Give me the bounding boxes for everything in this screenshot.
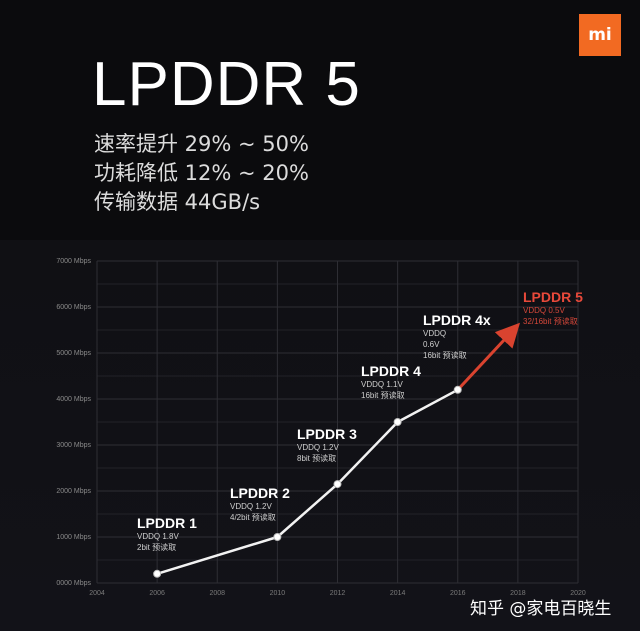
generation-name: LPDDR 1 [137, 515, 197, 531]
generation-detail: 16bit 预读取 [423, 351, 467, 360]
y-tick-label: 1000 Mbps [56, 534, 91, 541]
y-tick-label: 0000 Mbps [56, 580, 91, 587]
lpddr5-projection-arrow [456, 322, 521, 391]
label-lpddr4x: LPDDR 4x VDDQ 0.6V 16bit 预读取 [423, 312, 491, 361]
xiaomi-logo: mi [579, 14, 621, 56]
y-tick-label: 6000 Mbps [56, 304, 91, 311]
spec-list: 速率提升 29% ~ 50% 功耗降低 12% ~ 20% 传输数据 44GB/… [94, 130, 309, 217]
x-tick-label: 2004 [89, 590, 105, 597]
chart-background [0, 240, 640, 631]
data-point [393, 418, 402, 426]
generation-detail: 0.6V [423, 340, 440, 349]
x-tick-label: 2016 [450, 590, 466, 597]
generation-detail: 2bit 预读取 [137, 543, 177, 552]
generation-detail: 16bit 预读取 [361, 391, 405, 400]
watermark: 知乎 @家电百晓生 [470, 599, 612, 619]
label-lpddr1: LPDDR 1 VDDQ 1.8V 2bit 预读取 [137, 515, 197, 553]
generation-name: LPDDR 3 [297, 426, 357, 442]
generation-detail: VDDQ 1.1V [361, 380, 403, 389]
x-tick-label: 2012 [330, 590, 346, 597]
x-tick-label: 2014 [390, 590, 406, 597]
generation-name: LPDDR 4 [361, 363, 421, 379]
data-point [333, 480, 342, 489]
y-tick-label: 4000 Mbps [56, 396, 91, 403]
generation-name: LPDDR 5 [523, 289, 583, 305]
speed-line [156, 388, 459, 575]
generation-detail: 4/2bit 预读取 [230, 513, 276, 522]
generation-detail: VDDQ 1.2V [230, 502, 272, 511]
x-tick-label: 2018 [510, 590, 526, 597]
y-tick-label: 3000 Mbps [56, 442, 91, 449]
data-point [273, 533, 282, 541]
data-point [153, 569, 162, 578]
spec-power: 功耗降低 12% ~ 20% [94, 161, 309, 185]
generation-detail: 32/16bit 预读取 [523, 317, 578, 326]
generation-detail: 8bit 预读取 [297, 454, 337, 463]
logo-text: mi [588, 25, 612, 45]
y-tick-label: 5000 Mbps [56, 350, 91, 357]
y-tick-label: 2000 Mbps [56, 488, 91, 495]
spec-speed: 速率提升 29% ~ 50% [94, 132, 309, 156]
spec-bandwidth: 传输数据 44GB/s [94, 190, 261, 214]
generation-detail: VDDQ 1.2V [297, 443, 339, 452]
label-lpddr2: LPDDR 2 VDDQ 1.2V 4/2bit 预读取 [230, 485, 290, 523]
label-lpddr5: LPDDR 5 VDDQ 0.5V 32/16bit 预读取 [523, 289, 583, 327]
y-tick-label: 7000 Mbps [56, 258, 91, 265]
x-tick-label: 2010 [270, 590, 286, 597]
slide-title: LPDDR 5 [92, 50, 361, 119]
label-lpddr3: LPDDR 3 VDDQ 1.2V 8bit 预读取 [297, 426, 357, 464]
label-lpddr4: LPDDR 4 VDDQ 1.1V 16bit 预读取 [361, 363, 421, 401]
x-tick-label: 2006 [149, 590, 165, 597]
generation-detail: VDDQ 0.5V [523, 306, 565, 315]
x-tick-label: 2008 [209, 590, 225, 597]
generation-name: LPDDR 2 [230, 485, 290, 501]
generation-detail: VDDQ [423, 329, 447, 338]
x-tick-label: 2020 [570, 590, 586, 597]
data-point [453, 385, 462, 394]
generation-name: LPDDR 4x [423, 312, 491, 328]
generation-detail: VDDQ 1.8V [137, 532, 179, 541]
